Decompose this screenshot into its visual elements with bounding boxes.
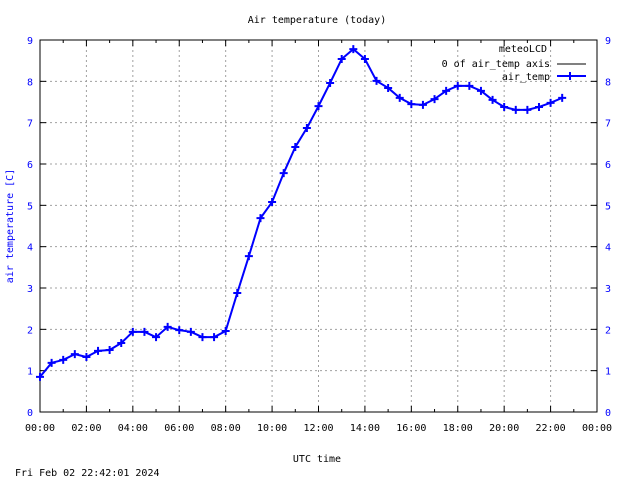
- data-point: [256, 214, 265, 223]
- data-point: [500, 102, 509, 111]
- y-tick-label: 9: [27, 36, 33, 47]
- data-point: [546, 98, 555, 107]
- data-point: [210, 333, 219, 342]
- y2-tick-label: 3: [605, 284, 611, 295]
- x-tick-label: 10:00: [257, 423, 287, 434]
- data-point: [163, 322, 172, 331]
- data-point: [59, 355, 68, 364]
- legend-marker-air-temp: [566, 72, 574, 80]
- data-point: [372, 76, 381, 85]
- x-tick-label: 06:00: [164, 423, 194, 434]
- y-tick-label: 1: [27, 367, 33, 378]
- y-tick-label: 3: [27, 284, 33, 295]
- x-axis-label: UTC time: [293, 454, 341, 465]
- y-tick-label: 6: [27, 160, 33, 171]
- data-point: [94, 346, 103, 355]
- grid: [40, 40, 597, 412]
- data-point: [117, 338, 126, 347]
- data-point: [175, 326, 184, 335]
- y2-tick-label: 2: [605, 325, 611, 336]
- data-point: [418, 100, 427, 109]
- legend-entry-air-temp: air_temp: [502, 72, 550, 83]
- data-point: [349, 45, 358, 54]
- axis-ticks: 0 0 1 1 2 2 3 3 4 4 5 5 6 6 7 7 8 8 9 9 00:00 02:00 04:00 06:00…: [25, 36, 612, 434]
- data-point: [82, 353, 91, 362]
- y2-tick-label: 0: [605, 408, 611, 419]
- data-point: [302, 124, 311, 133]
- x-tick-label: 08:00: [211, 423, 241, 434]
- data-point: [186, 327, 195, 336]
- y-tick-label: 5: [27, 201, 33, 212]
- data-point: [442, 86, 451, 95]
- data-point: [233, 288, 242, 297]
- data-point: [47, 358, 56, 367]
- data-point: [279, 169, 288, 178]
- y-tick-label: 0: [27, 408, 33, 419]
- y-axis-label: air temperature [C]: [5, 169, 16, 283]
- x-tick-label: 00:00: [582, 423, 612, 434]
- data-point: [476, 86, 485, 95]
- y-tick-label: 2: [27, 325, 33, 336]
- data-point: [70, 350, 79, 359]
- legend-entry-zero-axis: 0 of air_temp axis: [442, 59, 550, 70]
- data-point: [384, 83, 393, 92]
- data-point: [360, 55, 369, 64]
- x-tick-label: 16:00: [396, 423, 426, 434]
- data-point: [140, 327, 149, 336]
- x-tick-label: 20:00: [489, 423, 519, 434]
- x-tick-label: 00:00: [25, 423, 55, 434]
- data-point: [523, 105, 532, 114]
- legend: meteoLCD 0 of air_temp axis air_temp: [442, 44, 586, 83]
- y2-tick-label: 8: [605, 77, 611, 88]
- data-point: [488, 95, 497, 104]
- footer-timestamp: Fri Feb 02 22:42:01 2024: [15, 468, 160, 479]
- y2-tick-label: 7: [605, 119, 611, 130]
- x-tick-label: 04:00: [118, 423, 148, 434]
- data-point: [558, 93, 567, 102]
- x-tick-label: 14:00: [350, 423, 380, 434]
- legend-title: meteoLCD: [499, 44, 547, 55]
- y-tick-label: 8: [27, 77, 33, 88]
- data-point: [534, 102, 543, 111]
- data-point: [453, 81, 462, 90]
- data-point: [465, 81, 474, 90]
- chart-title: Air temperature (today): [248, 15, 386, 26]
- data-point: [105, 346, 114, 354]
- data-point: [221, 326, 230, 335]
- x-tick-label: 02:00: [71, 423, 101, 434]
- data-point: [326, 78, 335, 87]
- data-point: [395, 93, 404, 102]
- x-tick-label: 22:00: [536, 423, 566, 434]
- y2-tick-label: 4: [605, 243, 611, 254]
- data-point: [152, 333, 161, 342]
- data-point: [128, 327, 137, 336]
- data-point: [36, 372, 44, 381]
- data-point: [314, 102, 323, 111]
- y2-tick-label: 1: [605, 367, 611, 378]
- data-point: [430, 95, 439, 104]
- y2-tick-label: 9: [605, 36, 611, 47]
- data-point: [291, 143, 300, 152]
- data-point: [244, 252, 253, 261]
- air-temp-line: [39, 48, 563, 378]
- data-point: [268, 198, 277, 207]
- data-point: [198, 333, 207, 342]
- y-tick-label: 4: [27, 243, 33, 254]
- y-tick-label: 7: [27, 119, 33, 130]
- y2-tick-label: 5: [605, 201, 611, 212]
- air-temp-series: [36, 45, 567, 381]
- x-tick-label: 18:00: [443, 423, 473, 434]
- x-tick-label: 12:00: [303, 423, 333, 434]
- data-point: [407, 100, 416, 109]
- data-point: [511, 105, 520, 114]
- data-point: [337, 55, 346, 64]
- y2-tick-label: 6: [605, 160, 611, 171]
